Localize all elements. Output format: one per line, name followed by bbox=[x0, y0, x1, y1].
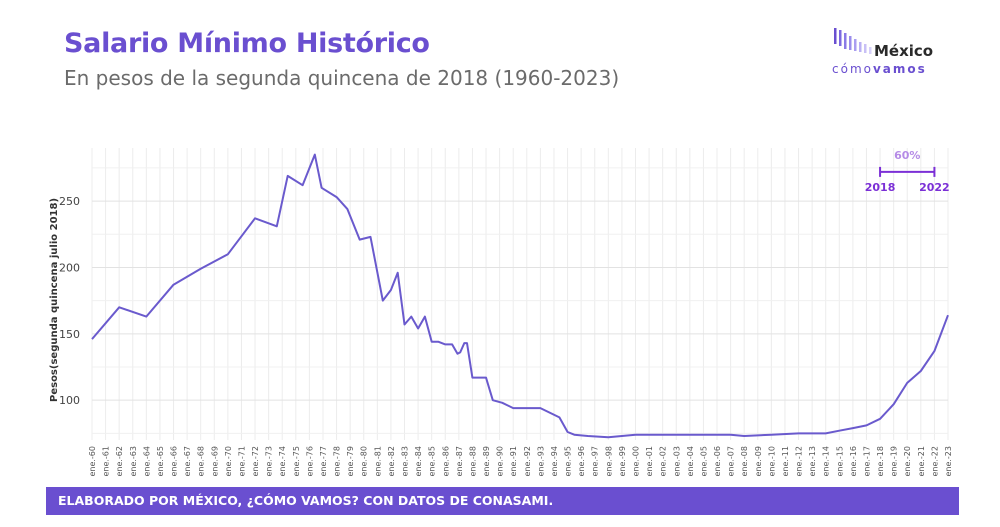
x-tick-label: ene.-85 bbox=[428, 446, 437, 477]
x-tick-label: ene.-13 bbox=[808, 446, 817, 477]
x-tick-label: ene.-79 bbox=[346, 446, 355, 477]
x-tick-label: ene.-04 bbox=[686, 446, 695, 477]
y-tick-label: 150 bbox=[59, 328, 80, 341]
x-tick-label: ene.-84 bbox=[414, 446, 423, 477]
x-tick-label: ene.-60 bbox=[88, 446, 97, 477]
chart-subtitle: En pesos de la segunda quincena de 2018 … bbox=[64, 66, 620, 90]
x-tick-label: ene.-98 bbox=[604, 446, 613, 477]
x-tick-label: ene.-14 bbox=[822, 446, 831, 477]
x-tick-label: ene.-10 bbox=[767, 446, 776, 477]
x-tick-label: ene.-99 bbox=[618, 446, 627, 477]
x-tick-label: ene.-74 bbox=[278, 446, 287, 477]
x-tick-label: ene.-77 bbox=[319, 446, 328, 477]
mexico-como-vamos-logo: México cómovamos bbox=[832, 26, 952, 76]
x-tick-label: ene.-05 bbox=[699, 446, 708, 477]
annotation-from-label: 2018 bbox=[865, 181, 896, 194]
logo-sub-b: vamos bbox=[872, 62, 927, 76]
x-tick-label: ene.-02 bbox=[659, 446, 668, 477]
x-tick-label: ene.-16 bbox=[849, 446, 858, 477]
x-tick-label: ene.-89 bbox=[482, 446, 491, 477]
x-tick-label: ene.-19 bbox=[890, 446, 899, 477]
logo-wordmark: México bbox=[874, 42, 934, 60]
x-tick-label: ene.-69 bbox=[210, 446, 219, 477]
annotation-percent: 60% bbox=[894, 149, 920, 162]
logo-bars-icon bbox=[834, 28, 872, 54]
x-tick-label: ene.-00 bbox=[631, 446, 640, 477]
x-tick-label: ene.-95 bbox=[564, 446, 573, 477]
x-tick-label: ene.-06 bbox=[713, 446, 722, 477]
grid bbox=[91, 148, 949, 440]
x-tick-label: ene.-82 bbox=[387, 446, 396, 477]
x-tick-label: ene.-17 bbox=[862, 446, 871, 477]
x-tick-label: ene.-65 bbox=[156, 446, 165, 477]
x-tick-label: ene.-07 bbox=[727, 446, 736, 477]
x-tick-label: ene.-70 bbox=[224, 446, 233, 477]
x-tick-label: ene.-23 bbox=[944, 446, 953, 477]
x-tick-label: ene.-78 bbox=[333, 446, 342, 477]
annotation-to-label: 2022 bbox=[919, 181, 950, 194]
x-tick-label: ene.-63 bbox=[129, 446, 138, 477]
x-tick-label: ene.-93 bbox=[536, 446, 545, 477]
x-tick-label: ene.-96 bbox=[577, 446, 586, 477]
x-tick-label: ene.-81 bbox=[373, 446, 382, 477]
x-tick-label: ene.-86 bbox=[441, 446, 450, 477]
x-tick-label: ene.-03 bbox=[672, 446, 681, 477]
x-tick-label: ene.-22 bbox=[930, 446, 939, 477]
x-tick-label: ene.-73 bbox=[265, 446, 274, 477]
series-line-salario-minimo bbox=[91, 153, 949, 439]
x-tick-label: ene.-20 bbox=[903, 446, 912, 477]
x-tick-label: ene.-67 bbox=[183, 446, 192, 477]
x-tick-label: ene.-21 bbox=[917, 446, 926, 477]
x-tick-label: ene.-90 bbox=[496, 446, 505, 477]
x-tick-label: ene.-62 bbox=[115, 446, 124, 477]
x-tick-label: ene.-01 bbox=[645, 446, 654, 477]
growth-annotation: 60% 2018 2022 bbox=[865, 149, 950, 194]
x-tick-label: ene.-18 bbox=[876, 446, 885, 477]
x-tick-label: ene.-92 bbox=[523, 446, 532, 477]
x-tick-label: ene.-08 bbox=[740, 446, 749, 477]
x-tick-label: ene.-11 bbox=[781, 446, 790, 477]
x-tick-label: ene.-76 bbox=[305, 446, 314, 477]
x-tick-label: ene.-75 bbox=[292, 446, 301, 477]
x-tick-label: ene.-91 bbox=[509, 446, 518, 477]
y-tick-label: 250 bbox=[59, 195, 80, 208]
x-tick-label: ene.-12 bbox=[795, 446, 804, 477]
logo-subtitle: cómovamos bbox=[832, 62, 927, 76]
x-tick-label: ene.-87 bbox=[455, 446, 464, 477]
x-tick-label: ene.-09 bbox=[754, 446, 763, 477]
x-tick-label: ene.-72 bbox=[251, 446, 260, 477]
x-tick-label: ene.-71 bbox=[237, 446, 246, 477]
x-tick-label: ene.-68 bbox=[197, 446, 206, 477]
y-axis: 100 150 200 250 bbox=[59, 195, 80, 407]
x-tick-label: ene.-64 bbox=[142, 446, 151, 477]
x-tick-label: ene.-61 bbox=[102, 446, 111, 477]
x-axis: ene.-60 ene.-61 ene.-62 ene.-63 ene.-64 ene.-… bbox=[88, 446, 953, 477]
x-tick-label: ene.-97 bbox=[591, 446, 600, 477]
y-axis-label: Pesos(segunda quincena julio 2018) bbox=[49, 198, 60, 402]
x-tick-label: ene.-66 bbox=[170, 446, 179, 477]
logo-sub-a: cómo bbox=[832, 62, 873, 76]
chart-title: Salario Mínimo Histórico bbox=[64, 28, 430, 59]
source-footer: ELABORADO POR MÉXICO, ¿CÓMO VAMOS? CON D… bbox=[46, 487, 959, 515]
x-tick-label: ene.-15 bbox=[835, 446, 844, 477]
y-tick-label: 200 bbox=[59, 261, 80, 274]
x-tick-label: ene.-88 bbox=[468, 446, 477, 477]
x-tick-label: ene.-83 bbox=[401, 446, 410, 477]
y-tick-label: 100 bbox=[59, 394, 80, 407]
x-tick-label: ene.-94 bbox=[550, 446, 559, 477]
x-tick-label: ene.-80 bbox=[360, 446, 369, 477]
